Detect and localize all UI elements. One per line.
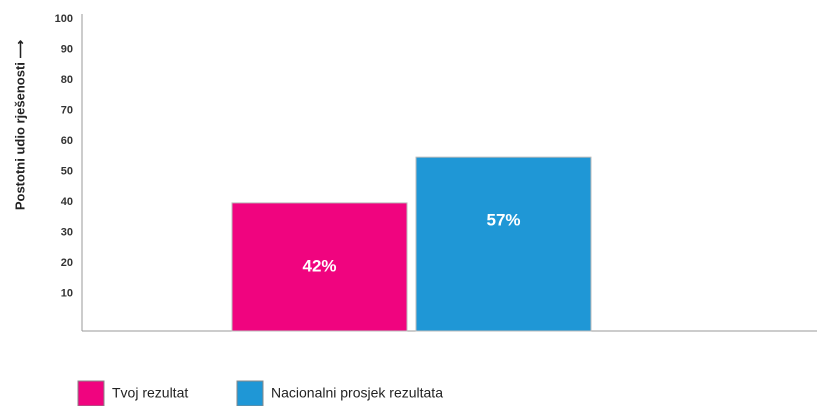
- y-tick-label: 30: [61, 226, 73, 238]
- legend-label: Tvoj rezultat: [112, 385, 188, 401]
- y-tick-label: 90: [61, 43, 73, 55]
- legend-label: Nacionalni prosjek rezultata: [271, 385, 443, 401]
- y-tick-label: 70: [61, 104, 73, 116]
- y-tick-label: 50: [61, 165, 73, 177]
- y-tick-label: 80: [61, 74, 73, 86]
- value-label: 42%: [302, 256, 336, 275]
- y-axis-label: Postotni udio rješenosti ⟶: [12, 39, 27, 210]
- y-tick-label: 20: [61, 257, 73, 269]
- bar: [231, 202, 408, 332]
- y-tick-label: 40: [61, 196, 73, 208]
- y-tick-label: 10: [61, 287, 73, 299]
- value-label: 57%: [486, 211, 520, 230]
- legend-swatch: [77, 380, 105, 406]
- y-tick-label: 60: [61, 135, 73, 147]
- y-tick-label: 100: [55, 13, 73, 25]
- bar: [415, 156, 592, 332]
- legend-swatch: [236, 380, 264, 406]
